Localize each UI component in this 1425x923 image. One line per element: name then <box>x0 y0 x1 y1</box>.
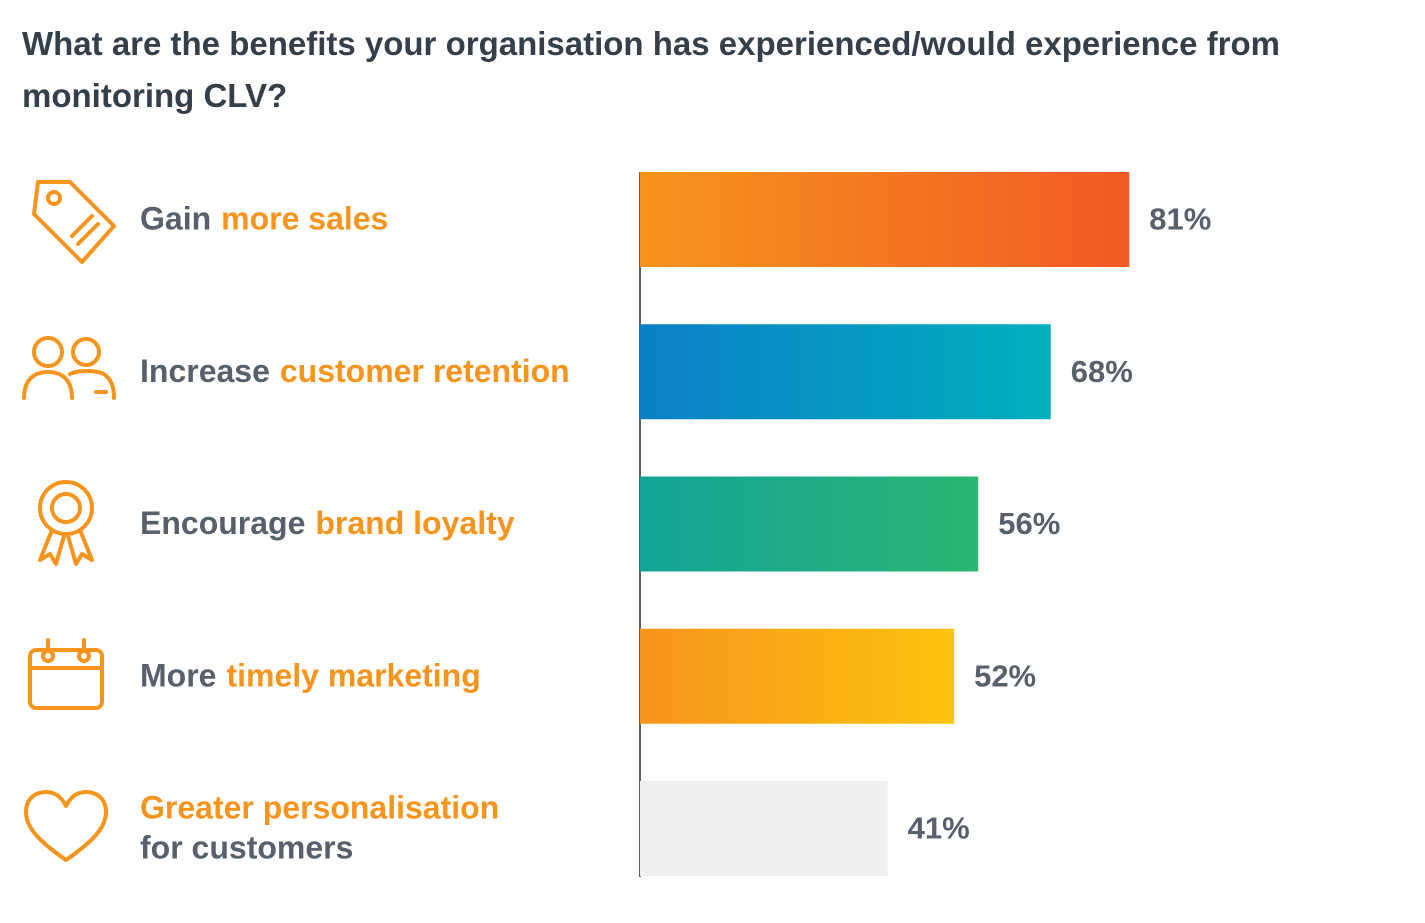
category-label: Encourage brand loyalty <box>140 505 515 541</box>
value-label: 56% <box>998 506 1060 541</box>
bar <box>640 628 955 724</box>
bar <box>640 172 1130 267</box>
value-label: 68% <box>1071 354 1133 389</box>
category-label: Gain more sales <box>140 201 388 237</box>
bar <box>640 781 888 876</box>
category-label-part: customer retention <box>280 353 570 389</box>
category-label-part: brand loyalty <box>315 505 514 541</box>
category-label-part: More <box>140 658 216 694</box>
category-label: for customers <box>140 830 353 866</box>
category-label-part: Increase <box>140 353 270 389</box>
chart-title: What are the benefits your organisation … <box>22 25 1280 114</box>
bar <box>640 324 1051 420</box>
icon-people <box>22 336 116 400</box>
category-label-part: Encourage <box>140 505 305 541</box>
bar <box>640 476 979 572</box>
value-label: 81% <box>1149 202 1211 237</box>
icon-heart <box>24 790 108 862</box>
icon-tag <box>32 180 116 264</box>
category-label-part: for customers <box>140 830 353 866</box>
category-label-part: Gain <box>140 201 211 237</box>
category-label-part: timely marketing <box>226 658 480 694</box>
icon-calendar <box>28 638 104 710</box>
category-label-part: more sales <box>221 201 388 237</box>
category-label: Greater personalisation <box>140 790 499 826</box>
category-label-part: Greater personalisation <box>140 790 499 826</box>
icon-rosette <box>38 480 94 566</box>
value-label: 41% <box>908 811 970 846</box>
value-label: 52% <box>974 658 1036 693</box>
category-label: More timely marketing <box>140 658 481 694</box>
category-label: Increase customer retention <box>140 353 570 389</box>
